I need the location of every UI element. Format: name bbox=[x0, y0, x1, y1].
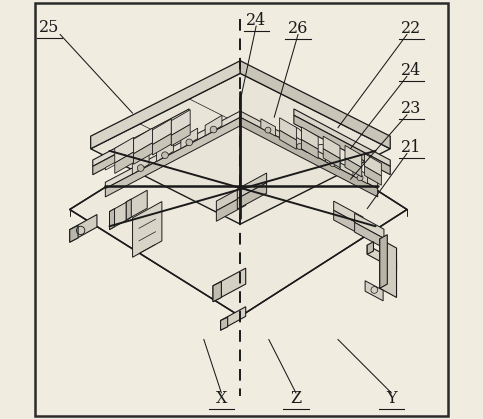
Polygon shape bbox=[301, 127, 318, 149]
Polygon shape bbox=[153, 119, 171, 145]
Polygon shape bbox=[355, 213, 384, 238]
Polygon shape bbox=[70, 215, 97, 242]
Polygon shape bbox=[353, 166, 368, 184]
Polygon shape bbox=[105, 117, 240, 197]
Polygon shape bbox=[156, 141, 173, 161]
Polygon shape bbox=[326, 152, 340, 170]
Polygon shape bbox=[367, 245, 397, 270]
Text: 24: 24 bbox=[401, 62, 421, 79]
Circle shape bbox=[329, 160, 336, 166]
Text: 22: 22 bbox=[401, 20, 421, 37]
Circle shape bbox=[137, 165, 144, 171]
Circle shape bbox=[313, 145, 329, 161]
Polygon shape bbox=[293, 135, 307, 153]
Polygon shape bbox=[237, 173, 267, 199]
Text: X: X bbox=[216, 391, 227, 407]
Text: 26: 26 bbox=[288, 20, 308, 37]
Polygon shape bbox=[237, 183, 267, 209]
Polygon shape bbox=[126, 199, 131, 220]
Polygon shape bbox=[294, 109, 390, 166]
Text: 23: 23 bbox=[401, 101, 421, 117]
Polygon shape bbox=[126, 190, 147, 220]
Polygon shape bbox=[93, 115, 189, 175]
Polygon shape bbox=[301, 140, 318, 158]
Polygon shape bbox=[70, 225, 78, 242]
Polygon shape bbox=[110, 209, 114, 230]
Polygon shape bbox=[380, 235, 387, 288]
Polygon shape bbox=[171, 124, 190, 146]
Polygon shape bbox=[280, 130, 297, 149]
Polygon shape bbox=[171, 110, 190, 135]
Polygon shape bbox=[334, 210, 363, 236]
Polygon shape bbox=[105, 124, 187, 170]
Polygon shape bbox=[323, 149, 340, 168]
Polygon shape bbox=[132, 202, 162, 257]
Polygon shape bbox=[91, 61, 240, 149]
Polygon shape bbox=[115, 152, 134, 173]
Polygon shape bbox=[213, 282, 221, 302]
Polygon shape bbox=[70, 103, 407, 316]
Polygon shape bbox=[91, 73, 390, 224]
Circle shape bbox=[186, 139, 193, 146]
Polygon shape bbox=[216, 195, 246, 221]
Polygon shape bbox=[261, 119, 275, 136]
Polygon shape bbox=[221, 307, 246, 330]
Polygon shape bbox=[110, 200, 130, 230]
Text: 24: 24 bbox=[246, 12, 266, 28]
Polygon shape bbox=[213, 268, 246, 302]
Polygon shape bbox=[181, 128, 198, 149]
Polygon shape bbox=[240, 111, 378, 189]
Polygon shape bbox=[115, 137, 134, 163]
Polygon shape bbox=[367, 242, 373, 254]
Polygon shape bbox=[240, 117, 378, 197]
Polygon shape bbox=[240, 61, 390, 149]
Polygon shape bbox=[294, 115, 390, 175]
Polygon shape bbox=[134, 128, 153, 154]
Polygon shape bbox=[132, 154, 149, 174]
Text: 21: 21 bbox=[401, 139, 421, 156]
Polygon shape bbox=[355, 222, 384, 248]
Text: Y: Y bbox=[386, 391, 397, 407]
Polygon shape bbox=[345, 158, 362, 177]
Polygon shape bbox=[280, 118, 297, 140]
Circle shape bbox=[265, 127, 271, 133]
Polygon shape bbox=[323, 136, 340, 158]
Polygon shape bbox=[365, 281, 383, 301]
Circle shape bbox=[280, 127, 303, 150]
Circle shape bbox=[210, 126, 217, 133]
Circle shape bbox=[162, 152, 169, 158]
Polygon shape bbox=[105, 111, 240, 189]
Text: Z: Z bbox=[290, 391, 301, 407]
Polygon shape bbox=[365, 154, 382, 176]
Circle shape bbox=[297, 144, 302, 150]
Polygon shape bbox=[334, 201, 363, 226]
Polygon shape bbox=[205, 115, 222, 136]
Circle shape bbox=[357, 175, 363, 181]
Polygon shape bbox=[216, 185, 246, 211]
Polygon shape bbox=[365, 166, 382, 185]
Text: 25: 25 bbox=[40, 19, 60, 36]
Polygon shape bbox=[345, 145, 362, 168]
Polygon shape bbox=[134, 143, 153, 164]
Polygon shape bbox=[380, 239, 397, 297]
Polygon shape bbox=[153, 134, 171, 155]
Polygon shape bbox=[221, 317, 227, 330]
Polygon shape bbox=[93, 109, 189, 166]
